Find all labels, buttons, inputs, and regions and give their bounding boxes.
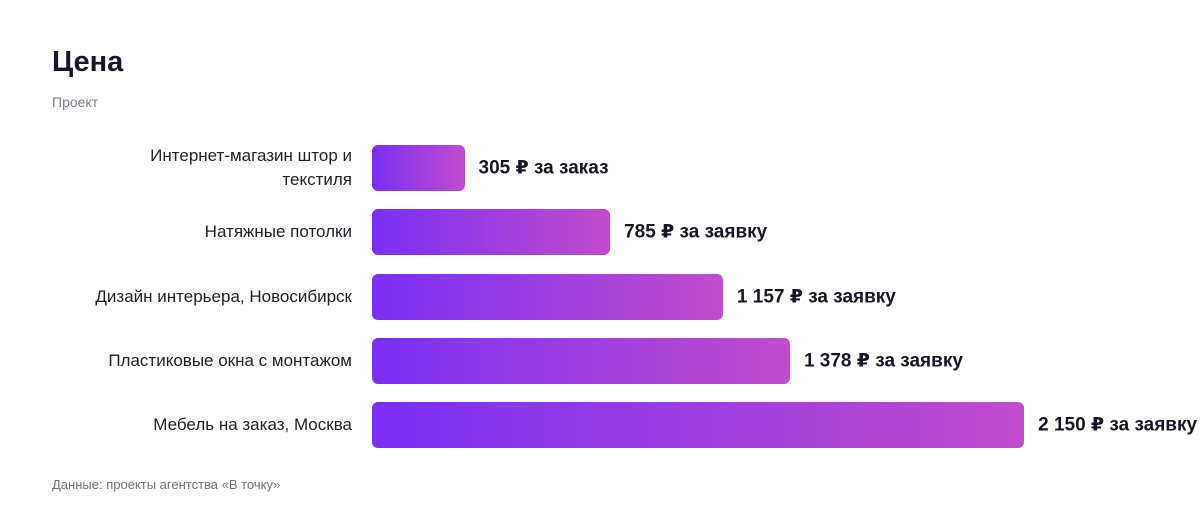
bar — [372, 145, 465, 191]
bar — [372, 337, 790, 384]
value-label: 1 157 ₽ за заявку — [736, 286, 896, 308]
bar-row: Мебель на заказ, Москва 2 150 ₽ за заявку — [0, 402, 1200, 449]
bar-row: Натяжные потолки 785 ₽ за заявку — [0, 209, 1200, 256]
value-label: 785 ₽ за заявку — [624, 221, 768, 243]
bar-row: Пластиковые окна с монтажом 1 378 ₽ за за… — [0, 337, 1200, 384]
source-note: Данные: проекты агентства «В точку» — [52, 477, 281, 492]
value-label: 305 ₽ за заказ — [478, 157, 609, 179]
value-label: 2 150 ₽ за заявку — [1038, 414, 1198, 436]
category-label: Мебель на заказ, Москва — [153, 415, 352, 435]
category-label: Интернет-магазин штор и текстиля — [150, 146, 352, 189]
bar-row: Интернет-магазин штор и текстиля 305 ₽ за… — [0, 145, 1200, 191]
value-label: 1 378 ₽ за заявку — [803, 350, 963, 372]
bar — [372, 209, 611, 256]
bar — [372, 273, 723, 320]
chart-subtitle: Проект — [52, 94, 99, 110]
bar — [372, 402, 1025, 449]
category-label: Натяжные потолки — [204, 222, 352, 242]
chart-title: Цена — [52, 46, 124, 78]
bar-row: Дизайн интерьера, Новосибирск 1 157 ₽ за … — [0, 273, 1200, 320]
category-label: Дизайн интерьера, Новосибирск — [95, 286, 352, 306]
category-label: Пластиковые окна с монтажом — [108, 350, 352, 370]
